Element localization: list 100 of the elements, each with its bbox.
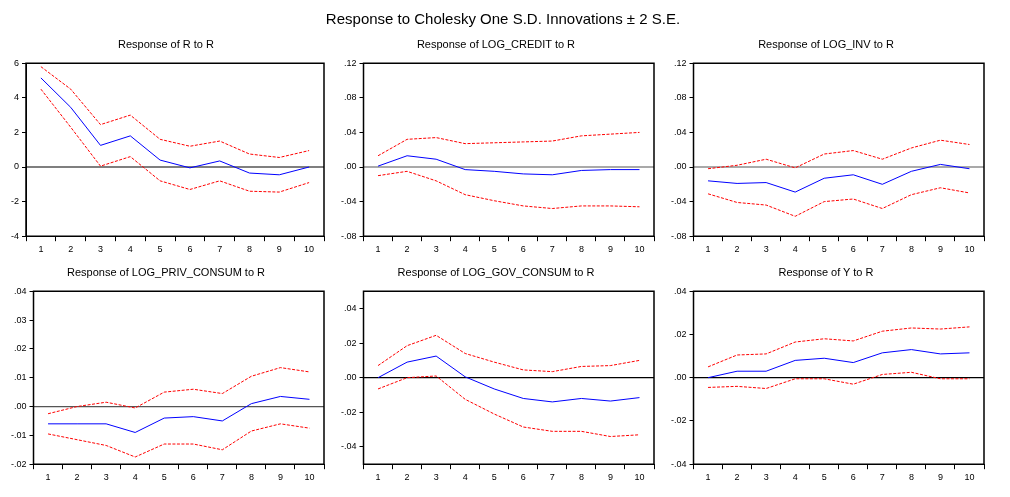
x-tick-label: 1 (375, 472, 381, 483)
x-tick-label: 10 (964, 472, 975, 483)
x-tick-label: 10 (634, 472, 645, 483)
x-tick-label: 9 (937, 244, 943, 255)
x-tick-label: 4 (462, 472, 468, 483)
x-tick-label: 6 (520, 472, 526, 483)
x-tick-label: 4 (132, 472, 138, 483)
x-tick-label: 4 (462, 244, 468, 255)
y-tick-label: -.04 (340, 196, 357, 207)
x-tick-label: 2 (404, 244, 410, 255)
x-tick-label: 10 (304, 472, 315, 483)
x-tick-label: 7 (879, 472, 885, 483)
y-tick-label: 6 (13, 57, 19, 68)
x-tick-label: 6 (520, 244, 526, 255)
x-tick-label: 10 (634, 244, 645, 255)
chart-title: Response of Y to R (778, 265, 874, 278)
chart-title: Response of LOG_GOV_CONSUM to R (397, 265, 595, 278)
x-tick-label: 3 (433, 244, 439, 255)
x-tick-label: 1 (38, 244, 44, 255)
y-tick-label: .00 (343, 161, 357, 172)
x-tick-label: 1 (375, 244, 381, 255)
y-tick-label: .00 (343, 372, 357, 383)
x-tick-label: 5 (491, 244, 497, 255)
y-tick-label: .00 (673, 161, 687, 172)
x-tick-label: 2 (68, 244, 74, 255)
x-tick-label: 2 (734, 244, 740, 255)
x-tick-label: 7 (219, 472, 225, 483)
x-tick-label: 9 (277, 472, 283, 483)
x-tick-label: 9 (937, 472, 943, 483)
x-tick-label: 10 (304, 244, 315, 255)
y-tick-label: .04 (673, 126, 687, 137)
chart-title: Response of LOG_CREDIT to R (416, 37, 576, 50)
x-tick-label: 8 (248, 472, 254, 483)
x-tick-label: 1 (705, 472, 711, 483)
chart-title: Response of LOG_INV to R (758, 37, 894, 50)
x-tick-label: 2 (734, 472, 740, 483)
y-tick-label: 4 (13, 92, 19, 103)
x-tick-label: 8 (578, 244, 584, 255)
x-tick-label: 6 (850, 244, 856, 255)
y-tick-label: .00 (13, 401, 27, 412)
y-tick-label: .02 (673, 328, 687, 339)
y-tick-label: -.08 (340, 230, 357, 241)
y-tick-label: -.04 (340, 441, 357, 452)
x-tick-label: 9 (607, 244, 613, 255)
y-tick-label: .04 (343, 126, 357, 137)
x-tick-label: 7 (879, 244, 885, 255)
x-tick-label: 10 (964, 244, 975, 255)
y-tick-label: 2 (13, 126, 19, 137)
y-tick-label: .04 (13, 285, 27, 296)
chart-title: Response of R to R (118, 37, 215, 50)
x-tick-label: 3 (103, 472, 109, 483)
y-tick-label: -2 (10, 196, 19, 207)
y-tick-label: -.04 (670, 458, 687, 469)
x-tick-label: 6 (187, 244, 193, 255)
y-tick-label: .12 (673, 57, 687, 68)
y-tick-label: -4 (10, 230, 19, 241)
y-tick-label: .01 (13, 372, 27, 383)
x-tick-label: 1 (45, 472, 51, 483)
x-tick-label: 5 (821, 244, 827, 255)
y-tick-label: .02 (343, 337, 357, 348)
x-tick-label: 3 (97, 244, 104, 255)
x-tick-label: 5 (157, 244, 163, 255)
y-tick-label: -.02 (670, 415, 687, 426)
x-tick-label: 8 (246, 244, 253, 255)
text: Response to Cholesky One S.D. Innovations ± 2 S.E. (324, 9, 682, 29)
y-tick-label: .12 (343, 57, 357, 68)
x-tick-label: 3 (763, 472, 769, 483)
y-tick-label: -.02 (340, 406, 357, 417)
chart-title: Response of LOG_PRIV_CONSUM to R (66, 265, 266, 278)
x-tick-label: 8 (578, 472, 584, 483)
x-tick-label: 7 (217, 244, 223, 255)
x-tick-label: 4 (792, 244, 798, 255)
y-tick-label: .08 (343, 92, 357, 103)
y-tick-label: 0 (13, 161, 19, 172)
x-tick-label: 1 (705, 244, 711, 255)
y-tick-label: -.01 (10, 429, 27, 440)
y-tick-label: -.04 (670, 196, 687, 207)
y-tick-label: .04 (673, 285, 687, 296)
x-tick-label: 4 (792, 472, 798, 483)
x-tick-label: 2 (404, 472, 410, 483)
x-tick-label: 5 (821, 472, 827, 483)
x-tick-label: 8 (908, 472, 914, 483)
x-tick-label: 9 (276, 244, 282, 255)
y-tick-label: .08 (673, 92, 687, 103)
x-tick-label: 6 (850, 472, 856, 483)
x-tick-label: 6 (190, 472, 196, 483)
y-tick-label: .04 (343, 302, 357, 313)
x-tick-label: 8 (908, 244, 914, 255)
x-tick-label: 5 (161, 472, 167, 483)
x-tick-label: 7 (549, 472, 555, 483)
y-tick-label: .03 (13, 314, 27, 325)
x-tick-label: 3 (763, 244, 769, 255)
x-tick-label: 5 (491, 472, 497, 483)
x-tick-label: 3 (433, 472, 439, 483)
y-tick-label: -.02 (10, 458, 27, 469)
x-tick-label: 7 (549, 244, 555, 255)
x-tick-label: 4 (127, 244, 133, 255)
y-tick-label: .00 (673, 372, 687, 383)
y-tick-label: .02 (13, 343, 27, 354)
y-tick-label: -.08 (670, 230, 687, 241)
